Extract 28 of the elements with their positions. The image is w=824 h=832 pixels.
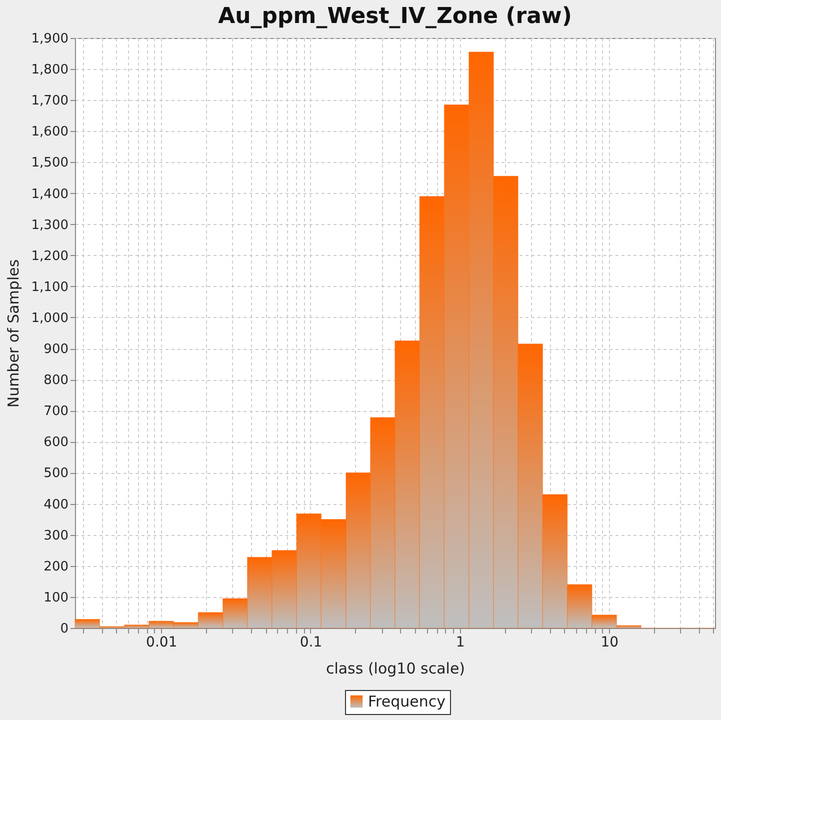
y-tick-label: 1,800: [31, 62, 68, 78]
y-tick-label: 1,000: [31, 310, 68, 326]
x-tick-label: 10: [600, 634, 619, 650]
y-tick-label: 1,900: [31, 32, 68, 46]
y-tick-label: 300: [44, 528, 68, 544]
y-tick-label: 900: [44, 342, 68, 358]
chart-title: Au_ppm_West_IV_Zone (raw): [218, 4, 572, 29]
y-tick-label: 1,400: [31, 186, 68, 202]
y-tick-label: 500: [44, 466, 68, 482]
y-tick-label: 600: [44, 435, 68, 450]
y-tick-label: 1,200: [31, 248, 68, 264]
y-tick-label: 0: [60, 622, 68, 636]
x-tick-label: 1: [456, 634, 465, 650]
y-tick-label: 800: [44, 373, 68, 388]
y-tick-label: 1,600: [31, 124, 68, 140]
y-tick-label: 400: [44, 497, 68, 512]
y-axis-title: Number of Samples: [4, 259, 22, 408]
x-axis-title: class (log10 scale): [326, 660, 466, 678]
y-tick-label: 700: [44, 404, 68, 420]
legend-label: Frequency: [368, 692, 446, 710]
y-tick-label: 1,300: [31, 218, 68, 233]
y-tick-label: 100: [44, 590, 68, 606]
y-tick-label: 1,700: [31, 94, 68, 109]
y-tick-label: 1,500: [31, 156, 68, 171]
y-tick-label: 200: [44, 559, 68, 574]
y-tick-label: 1,100: [31, 280, 68, 295]
x-tick-label: 0.01: [146, 634, 178, 650]
x-tick-label: 0.1: [300, 634, 322, 650]
